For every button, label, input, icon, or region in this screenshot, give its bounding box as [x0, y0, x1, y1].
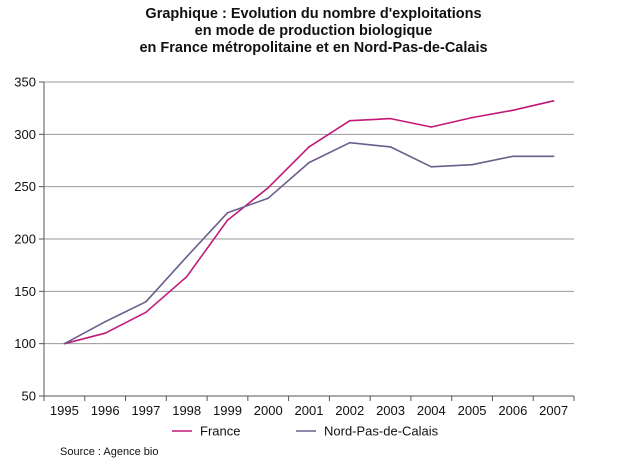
y-tick-label: 350	[14, 75, 36, 90]
data-point	[226, 219, 229, 221]
series-line-france	[64, 100, 554, 345]
x-tick-label: 2005	[458, 403, 487, 418]
x-tick-label: 2006	[498, 403, 527, 418]
data-point	[430, 165, 433, 168]
data-point	[145, 301, 147, 303]
data-point	[308, 161, 310, 164]
source-note: Source : Agence bio	[60, 446, 159, 458]
data-point	[552, 100, 555, 102]
y-tick-label: 250	[14, 179, 36, 194]
x-tick-label: 1996	[91, 403, 120, 418]
data-point	[104, 320, 106, 323]
chart-title-line-1: Graphique : Evolution du nombre d'exploi…	[145, 6, 482, 22]
x-tick-label: 2003	[376, 403, 405, 418]
x-tick-label: 2001	[295, 403, 324, 418]
y-tick-label: 300	[14, 127, 36, 142]
x-axis-ticks: 1995 1996 1997 1998 1999 2000 2001 2002 2003 2004…	[50, 403, 568, 418]
x-tick-label: 1998	[172, 403, 201, 418]
y-tick-label: 200	[14, 232, 36, 247]
data-point	[389, 146, 392, 148]
y-axis-ticks: 50 100 150 200 250 300 350	[14, 75, 36, 404]
data-point	[267, 186, 270, 189]
x-tick-label: 2004	[417, 403, 446, 418]
data-point	[63, 342, 66, 345]
series-lines	[63, 100, 555, 345]
chart-title-line-3: en France métropolitaine et en Nord-Pas-…	[139, 40, 488, 56]
chart-title: Graphique : Evolution du nombre d'exploi…	[0, 6, 627, 57]
x-tick-label: 2000	[254, 403, 283, 418]
x-tick-label: 1995	[50, 403, 79, 418]
legend-label: Nord-Pas-de-Calais	[324, 424, 439, 439]
axes	[39, 81, 575, 401]
y-tick-label: 50	[22, 389, 36, 404]
x-tick-label: 2002	[335, 403, 364, 418]
data-point	[512, 109, 514, 112]
data-point	[145, 311, 147, 314]
data-point	[348, 119, 351, 122]
data-point	[389, 117, 392, 120]
y-tick-label: 100	[14, 336, 36, 351]
data-point	[471, 116, 473, 119]
x-tick-label: 2007	[539, 403, 568, 418]
y-tick-label: 150	[14, 284, 36, 299]
x-tick-label: 1999	[213, 403, 242, 418]
data-point	[512, 155, 514, 158]
data-point	[185, 275, 188, 278]
series-line-nord-pas-de-calais	[64, 141, 554, 345]
data-point	[104, 332, 106, 335]
data-point	[185, 255, 188, 258]
legend: France Nord-Pas-de-Calais	[172, 424, 439, 439]
data-point	[471, 163, 473, 166]
data-point	[308, 146, 310, 148]
gridlines	[44, 81, 574, 345]
chart-title-line-2: en mode de production biologique	[194, 23, 433, 39]
data-point	[430, 126, 433, 128]
data-point	[348, 141, 351, 144]
x-tick-label: 1997	[131, 403, 160, 418]
data-point	[226, 212, 229, 214]
data-point	[267, 197, 270, 199]
legend-label: France	[200, 424, 240, 439]
data-point	[552, 155, 555, 158]
